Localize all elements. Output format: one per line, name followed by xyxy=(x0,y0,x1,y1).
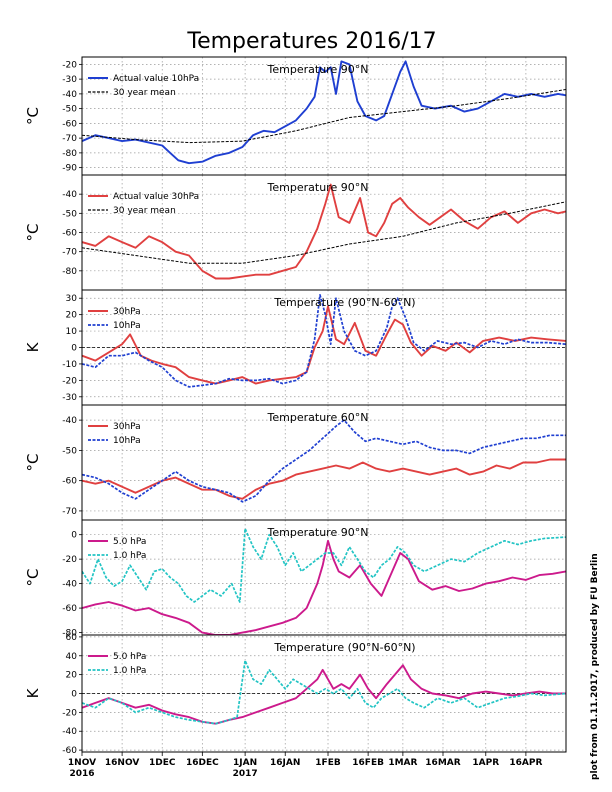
legend-label: 5.0 hPa xyxy=(113,537,146,547)
y-tick-label: 40 xyxy=(66,652,78,662)
y-tick-label: -20 xyxy=(62,708,77,718)
panel-title: Temperature 90°N xyxy=(267,63,369,76)
y-tick-label: -30 xyxy=(62,393,77,403)
y-tick-label: -60 xyxy=(62,746,77,756)
series-line-2 xyxy=(82,419,566,503)
y-tick-label: -40 xyxy=(62,90,77,100)
y-tick-label: -20 xyxy=(62,60,77,70)
x-tick-label: 16MAR xyxy=(425,758,460,768)
y-tick-label: 10 xyxy=(66,327,78,337)
y-tick-label: -90 xyxy=(62,164,77,174)
x-tick-label: 1DEC xyxy=(149,758,176,768)
y-unit-label: °C xyxy=(24,569,42,587)
y-unit-label: K xyxy=(24,687,42,698)
y-tick-label: -20 xyxy=(62,376,77,386)
x-tick-label: 16APR xyxy=(509,758,542,768)
y-unit-label: K xyxy=(24,341,42,352)
y-tick-label: -80 xyxy=(62,629,77,639)
y-tick-label: -80 xyxy=(62,149,77,159)
series-line-2 xyxy=(82,527,566,603)
series-line-2 xyxy=(82,201,566,264)
y-unit-label: °C xyxy=(24,107,42,125)
series-line-2 xyxy=(82,294,566,388)
x-tick-label: 16FEB xyxy=(352,758,384,768)
y-tick-label: -50 xyxy=(62,105,77,115)
legend-label: 30 year mean xyxy=(113,88,176,98)
y-tick-label: -60 xyxy=(62,604,77,614)
y-tick-label: 20 xyxy=(66,311,78,321)
y-tick-label: -20 xyxy=(62,555,77,565)
y-tick-label: -40 xyxy=(62,416,77,426)
x-tick-label: 16NOV xyxy=(105,758,139,768)
series-line-2 xyxy=(82,659,566,725)
series-line-1 xyxy=(82,458,566,500)
y-tick-label: 30 xyxy=(66,294,78,304)
legend-label: 10hPa xyxy=(113,436,141,446)
x-tick-label: 1MAR xyxy=(388,758,417,768)
panel-frame xyxy=(81,634,567,753)
y-tick-label: 0 xyxy=(71,531,77,541)
chart-panel-3: -30 -20 -10 0 10 20 30 Temperature (90°N-60°N) K… xyxy=(24,289,567,406)
panel-title: Temperature (90°N-60°N) xyxy=(273,296,415,309)
x-tick-year-label: 2016 xyxy=(69,769,94,779)
x-tick-label: 1APR xyxy=(472,758,499,768)
chart-panel-4: -70 -60 -50 -40 Temperature 60°N °C 30hPa 10hPa xyxy=(24,404,567,521)
legend-label: 1.0 hPa xyxy=(113,666,146,676)
y-tick-label: 20 xyxy=(66,671,78,681)
y-tick-label: -10 xyxy=(62,360,77,370)
legend-label: 30 year mean xyxy=(113,206,176,216)
legend-label: 30hPa xyxy=(113,422,141,432)
series-line-1 xyxy=(82,60,566,165)
legend-label: 1.0 hPa xyxy=(113,551,146,561)
legend-label: 10hPa xyxy=(113,321,141,331)
y-unit-label: °C xyxy=(24,454,42,472)
series-line-1 xyxy=(82,664,566,725)
y-tick-label: -70 xyxy=(62,248,77,258)
y-tick-label: -50 xyxy=(62,446,77,456)
y-tick-label: -60 xyxy=(62,477,77,487)
y-tick-label: -80 xyxy=(62,267,77,277)
y-tick-label: 0 xyxy=(71,690,77,700)
credit-text: plot from 01.11.2017, produced by FU Ber… xyxy=(590,553,600,780)
x-tick-year-label: 2017 xyxy=(233,769,258,779)
chart-panel-6: -60 -40 -20 0 20 40 60 Temperature (90°N-60°N) K… xyxy=(24,633,567,756)
y-tick-label: -70 xyxy=(62,134,77,144)
y-tick-label: -40 xyxy=(62,727,77,737)
series-line-1 xyxy=(82,539,566,635)
panel-title: Temperature 90°N xyxy=(267,181,369,194)
panel-title: Temperature (90°N-60°N) xyxy=(273,641,415,654)
panel-title: Temperature 60°N xyxy=(267,411,369,424)
legend-label: Actual value 10hPa xyxy=(113,74,199,84)
x-tick-label: 16JAN xyxy=(270,758,300,768)
series-line-1 xyxy=(82,305,566,385)
y-tick-label: -40 xyxy=(62,190,77,200)
figure-title: Temperatures 2016/17 xyxy=(186,29,436,54)
legend-label: 5.0 hPa xyxy=(113,652,146,662)
series-line-1 xyxy=(82,183,566,280)
y-tick-label: -40 xyxy=(62,580,77,590)
legend-label: Actual value 30hPa xyxy=(113,192,199,202)
chart-panel-1: -90 -80 -70 -60 -50 -40 -30 -20 Temperature 90°N… xyxy=(24,56,567,176)
panel-stack: -90 -80 -70 -60 -50 -40 -30 -20 Temperature 90°N… xyxy=(24,56,567,756)
x-tick-label: 16DEC xyxy=(186,758,219,768)
chart-panel-2: -80 -70 -60 -50 -40 Temperature 90°N °C Actual … xyxy=(24,174,567,291)
y-tick-label: -30 xyxy=(62,75,77,85)
x-tick-label: 1JAN xyxy=(233,758,257,768)
x-tick-label: 1NOV xyxy=(68,758,96,768)
y-tick-label: -70 xyxy=(62,507,77,517)
y-tick-label: -50 xyxy=(62,209,77,219)
y-tick-label: -60 xyxy=(62,229,77,239)
legend-label: 30hPa xyxy=(113,307,141,317)
y-unit-label: °C xyxy=(24,224,42,242)
x-tick-label: 1FEB xyxy=(315,758,341,768)
y-tick-label: 60 xyxy=(66,633,78,643)
panel-title: Temperature 90°N xyxy=(267,526,369,539)
y-tick-label: -60 xyxy=(62,119,77,129)
y-tick-label: 0 xyxy=(71,344,77,354)
chart-panel-5: -80 -60 -40 -20 0 Temperature 90°N °C 5.0 hPa 1.… xyxy=(24,519,567,639)
